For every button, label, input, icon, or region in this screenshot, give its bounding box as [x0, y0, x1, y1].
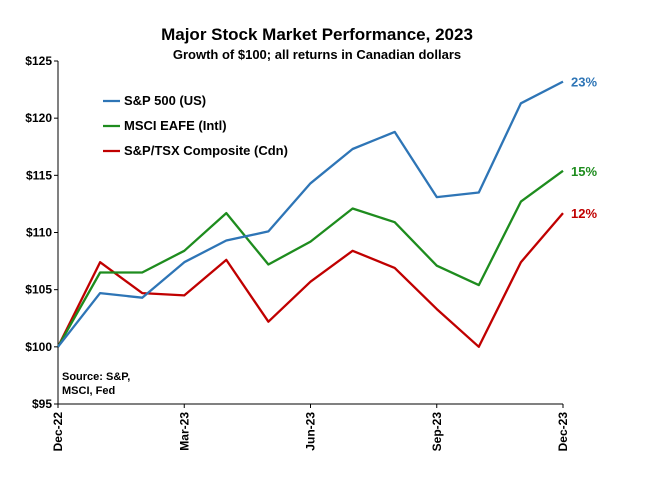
source-note-line-2: MSCI, Fed — [62, 385, 115, 397]
end-labels: 23% 15% 12% — [571, 75, 597, 221]
chart-subtitle: Growth of $100; all returns in Canadian … — [173, 47, 461, 62]
series-line-tsx — [56, 212, 564, 348]
legend-label-tsx: S&P/TSX Composite (Cdn) — [124, 143, 288, 158]
legend: S&P 500 (US) MSCI EAFE (Intl) S&P/TSX Comp… — [103, 93, 288, 158]
x-tick-labels: Dec-22 Mar-23 Jun-23 Sep-23 Dec-23 — [51, 412, 570, 452]
y-tick-label: $100 — [25, 340, 52, 354]
axes — [54, 60, 564, 408]
x-tick-label: Mar-23 — [177, 412, 191, 451]
x-tick-label: Jun-23 — [304, 412, 318, 451]
y-tick-label: $115 — [26, 168, 52, 182]
x-tick-label: Dec-22 — [51, 412, 65, 452]
series-line-sp500 — [57, 80, 564, 348]
legend-label-msci-eafe: MSCI EAFE (Intl) — [124, 118, 227, 133]
y-tick-labels: $95 $100 $105 $110 $115 $120 $125 — [25, 54, 52, 411]
x-tick-label: Dec-23 — [556, 412, 570, 452]
y-tick-label: $120 — [25, 111, 52, 125]
end-label-sp500: 23% — [571, 75, 597, 90]
end-label-tsx: 12% — [571, 206, 597, 221]
end-label-msci-eafe: 15% — [571, 164, 597, 179]
series-line-msci-eafe — [56, 169, 564, 348]
y-tick-label: $105 — [25, 283, 52, 297]
y-tick-label: $125 — [25, 54, 52, 68]
source-note-line-1: Source: S&P, — [62, 371, 130, 383]
x-tick-label: Sep-23 — [430, 412, 444, 452]
chart-title: Major Stock Market Performance, 2023 — [161, 25, 473, 44]
series-lines — [56, 80, 564, 348]
y-tick-label: $95 — [32, 397, 52, 411]
y-tick-label: $110 — [26, 226, 52, 240]
legend-label-sp500: S&P 500 (US) — [124, 93, 206, 108]
